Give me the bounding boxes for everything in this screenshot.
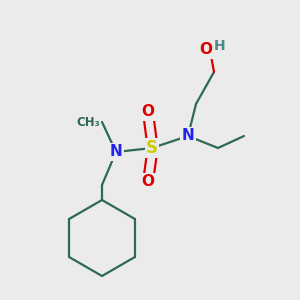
Text: O: O: [142, 175, 154, 190]
Text: N: N: [110, 145, 122, 160]
Text: H: H: [214, 39, 226, 53]
Text: O: O: [142, 104, 154, 119]
Text: CH₃: CH₃: [76, 116, 100, 128]
Text: S: S: [146, 139, 158, 157]
Text: O: O: [200, 43, 212, 58]
Text: N: N: [182, 128, 194, 143]
